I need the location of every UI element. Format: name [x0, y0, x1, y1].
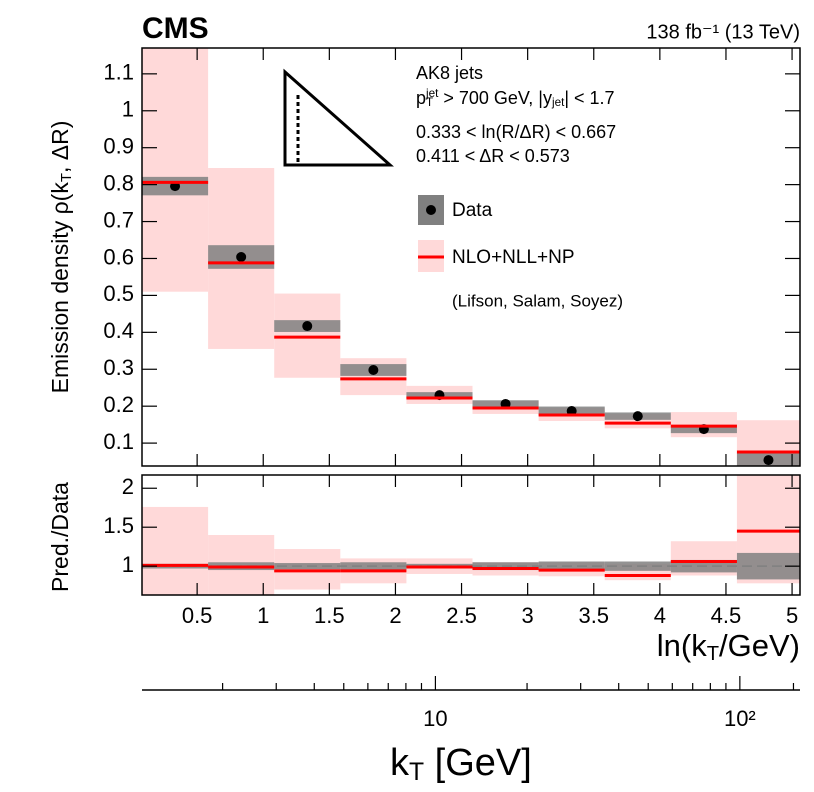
text-part: 0.333 < ln(R/ΔR) < 0.667 [416, 122, 616, 142]
y-tick-label: 2 [122, 474, 134, 499]
x-tick-label: 1.5 [314, 603, 345, 628]
main-frame [141, 47, 801, 467]
text-part: AK8 jets [416, 63, 483, 83]
cms-label: CMS [142, 12, 209, 45]
legend-label: NLO+NLL+NP [452, 247, 575, 268]
text-part: T [409, 759, 424, 786]
data-point [632, 411, 643, 422]
data-point [763, 455, 774, 466]
uncertainty-band [274, 549, 341, 590]
y-tick-label: 0.3 [103, 355, 134, 380]
marks [142, 180, 800, 578]
y-tick-label: 0.9 [103, 134, 134, 159]
text-part: [GeV] [424, 742, 532, 784]
data-point [302, 321, 313, 332]
text-part: k [390, 742, 410, 784]
annotation: pTjet > 700 GeV, |yjet| < 1.7 [416, 87, 615, 110]
y-tick-label: 0.7 [103, 207, 134, 232]
y-tick-label: 0.4 [103, 318, 134, 343]
data-point [566, 405, 577, 416]
x-tick-label: 1 [257, 603, 269, 628]
annotation: 0.333 < ln(R/ΔR) < 0.667 [416, 122, 616, 142]
annotation: 0.411 < ΔR < 0.573 [416, 146, 570, 166]
y-tick-label: 0.6 [103, 244, 134, 269]
x-tick-label: 4 [654, 603, 666, 628]
data-point [500, 398, 511, 409]
text-part: 0.411 < ΔR < 0.573 [416, 146, 570, 166]
x-tick-label: 3.5 [578, 603, 609, 628]
text-part: /GeV) [719, 628, 800, 663]
legend-label: Data [452, 200, 493, 221]
uncertainty-band [142, 48, 209, 292]
data-point [236, 252, 247, 262]
text-part: , ΔR) [47, 121, 73, 173]
y-tick-label: 0.2 [103, 392, 134, 417]
lumi-label: 138 fb⁻¹ (13 TeV) [646, 21, 800, 43]
uncertainty-band [340, 358, 407, 396]
x-tick-label: 3 [522, 603, 534, 628]
y-axis-title: Emission density ρ(kT, ΔR) [47, 121, 75, 394]
x-tick-label: 2 [389, 603, 401, 628]
x-tick-label: 2.5 [446, 603, 477, 628]
legend-data-marker [426, 205, 436, 215]
y-tick-label: 0.8 [103, 170, 134, 195]
x-axis-title: ln(kT/GeV) [657, 628, 800, 665]
text-part: p [416, 88, 426, 108]
annotation: AK8 jets [416, 63, 483, 83]
y-tick-label: 1 [122, 97, 134, 122]
uncertainty-band [142, 506, 209, 595]
uncertainty-band [736, 420, 800, 466]
legend-note: (Lifson, Salam, Soyez) [452, 291, 623, 310]
text-part: > 700 GeV, |y [438, 88, 552, 108]
y-tick-label: 0.5 [103, 281, 134, 306]
text-part: Emission density ρ(k [47, 182, 73, 394]
x-tick-label: 0.5 [182, 603, 213, 628]
y-tick-label: 1.5 [103, 513, 134, 538]
y-tick-label: 0.1 [103, 429, 134, 454]
y-tick-label: 1.1 [103, 60, 134, 85]
text-part: | < 1.7 [564, 88, 614, 108]
ratio-y-axis-title: Pred./Data [47, 482, 73, 592]
text-part: ln(k [657, 628, 707, 663]
ratio-frame [141, 474, 801, 596]
data-point [368, 364, 379, 375]
text-part: jet [425, 87, 439, 100]
text-part: T [707, 643, 719, 665]
text-part: jet [551, 96, 565, 109]
x-tick-label: 5 [786, 603, 798, 628]
log-tick-label: 10 [423, 706, 447, 731]
text-part: T [58, 173, 75, 182]
text-part: T [426, 96, 433, 109]
text-part: Pred./Data [47, 482, 73, 592]
triangle-icon [283, 68, 394, 167]
log-tick-label: 10² [724, 706, 756, 731]
y-tick-label: 1 [122, 552, 134, 577]
x-tick-label: 4.5 [711, 603, 742, 628]
log-axis-title: kT [GeV] [390, 742, 532, 786]
